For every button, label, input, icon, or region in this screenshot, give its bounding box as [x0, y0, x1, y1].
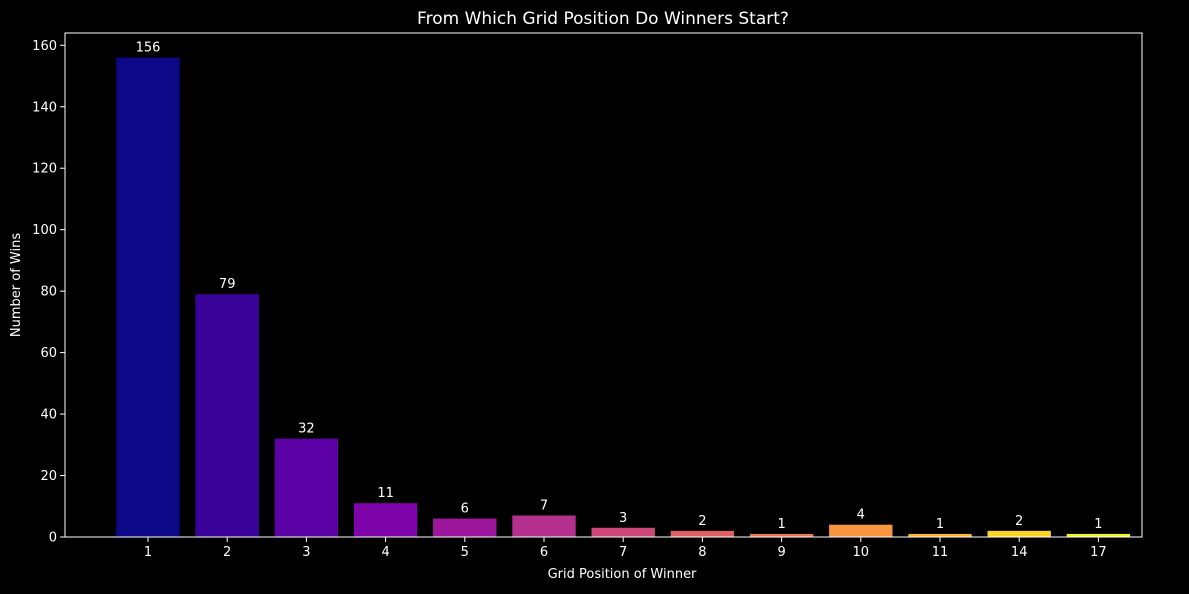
bar-value-label: 156: [136, 41, 161, 56]
y-tick-label: 80: [40, 285, 57, 300]
bar-value-label: 79: [219, 277, 236, 292]
bar-value-label: 32: [298, 422, 315, 437]
bar: [116, 57, 180, 538]
y-axis: 0 20 40 60 80 100 120 140 160: [32, 39, 65, 546]
y-tick-label: 120: [32, 162, 57, 177]
y-tick-label: 40: [40, 408, 57, 423]
bar-value-label: 1: [1094, 517, 1102, 532]
bar: [670, 530, 735, 537]
bar-value-label: 2: [1015, 514, 1023, 529]
bar: [274, 438, 339, 537]
y-tick-label: 160: [32, 39, 57, 54]
bar-value-label: 2: [698, 514, 706, 529]
x-tick-label: 5: [461, 545, 469, 560]
bar: [591, 527, 655, 537]
x-tick-label: 17: [1090, 545, 1107, 560]
x-tick-label: 4: [381, 545, 389, 560]
bar: [829, 524, 893, 537]
x-tick-label: 8: [698, 545, 706, 560]
x-axis: 1 2 3 4 5 6 7 8 9 10 11 14 17: [144, 537, 1107, 560]
bar-value-label: 3: [619, 511, 627, 526]
bar: [908, 533, 972, 537]
bar: [353, 503, 418, 537]
bars: [116, 57, 1131, 538]
plot-frame: [64, 32, 1143, 538]
x-tick-label: 11: [932, 545, 949, 560]
bar: [433, 518, 497, 537]
bar: [1066, 533, 1131, 537]
x-axis-label: Grid Position of Winner: [548, 567, 697, 582]
bar: [749, 533, 814, 537]
x-tick-label: 2: [223, 545, 231, 560]
bar-value-label: 7: [540, 498, 548, 513]
x-tick-label: 3: [302, 545, 310, 560]
y-tick-label: 140: [32, 100, 57, 115]
bar: [512, 515, 576, 537]
y-tick-label: 60: [40, 346, 57, 361]
x-tick-label: 7: [619, 545, 627, 560]
bar-value-label: 6: [461, 502, 469, 517]
y-axis-label: Number of Wins: [9, 233, 24, 337]
y-tick-label: 20: [40, 469, 57, 484]
chart-title: From Which Grid Position Do Winners Star…: [417, 9, 789, 29]
bar: [195, 294, 259, 537]
x-tick-label: 6: [540, 545, 548, 560]
x-tick-label: 10: [853, 545, 870, 560]
y-tick-label: 100: [32, 223, 57, 238]
bar: [987, 530, 1051, 537]
x-tick-label: 9: [777, 545, 785, 560]
bar-value-label: 1: [777, 517, 785, 532]
bar-value-label: 11: [377, 486, 394, 501]
y-tick-label: 0: [49, 531, 57, 546]
x-tick-label: 14: [1011, 545, 1028, 560]
bar-value-label: 4: [857, 508, 865, 523]
x-tick-label: 1: [144, 545, 152, 560]
bar-value-label: 1: [936, 517, 944, 532]
